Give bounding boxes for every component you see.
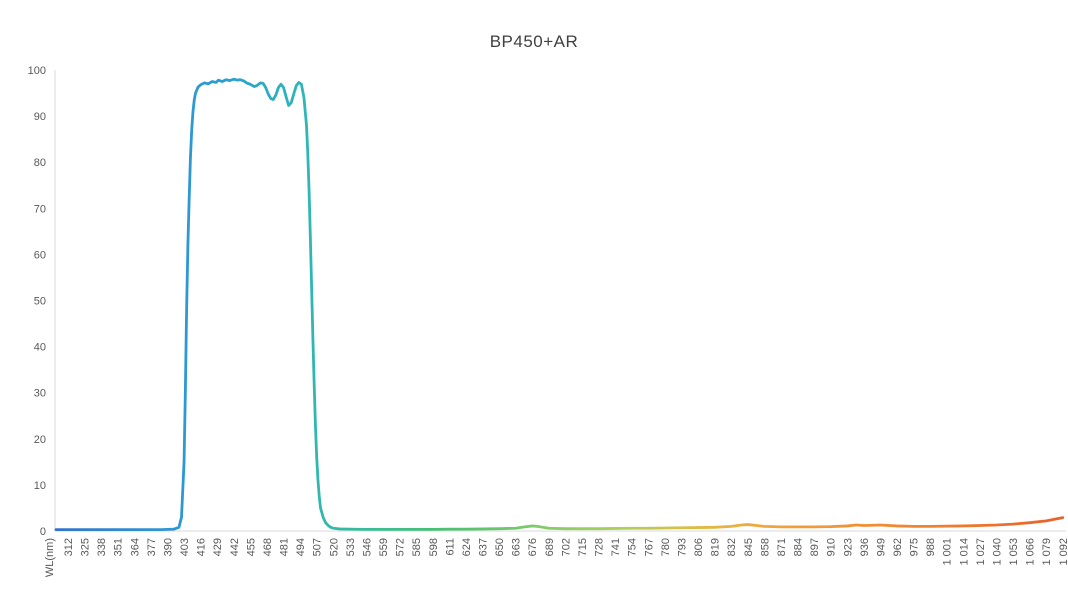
x-axis-tick-label: 910 [826, 538, 838, 556]
x-axis-tick-label: 858 [759, 538, 771, 556]
x-axis-tick-label: 377 [146, 538, 158, 556]
x-axis-tick-label: 416 [196, 538, 208, 556]
x-axis-tick-label: 897 [809, 538, 821, 556]
y-axis-tick-label: 30 [34, 388, 46, 400]
x-axis-tick-label: 1 066 [1025, 538, 1037, 566]
x-axis-tick-label: 1 001 [942, 538, 954, 566]
x-axis-tick-label: 884 [793, 538, 805, 556]
x-axis-tick-label: 598 [428, 538, 440, 556]
x-axis-tick-label: 442 [229, 538, 241, 556]
x-axis-tick-label: 637 [478, 538, 490, 556]
x-axis-tick-label: 1 027 [975, 538, 987, 566]
x-axis-tick-label: 455 [245, 538, 257, 556]
x-axis-tick-label: 806 [693, 538, 705, 556]
x-axis-tick-label: 793 [676, 538, 688, 556]
x-axis-tick-label: 507 [312, 538, 324, 556]
x-axis-tick-label: 312 [63, 538, 75, 556]
x-axis-tick-label: 351 [113, 538, 125, 556]
x-axis-tick-label: 624 [461, 538, 473, 556]
x-axis-tick-label: 364 [129, 538, 141, 556]
x-axis-tick-label: 533 [345, 538, 357, 556]
x-axis-tick-label: 1 092 [1058, 538, 1068, 566]
y-axis-tick-label: 50 [34, 296, 46, 308]
y-axis-tick-label: 0 [40, 526, 46, 538]
x-axis-tick-label: 572 [395, 538, 407, 556]
x-axis-tick-label: 728 [594, 538, 606, 556]
x-axis-tick-label: 611 [444, 538, 456, 556]
x-axis-tick-label: 390 [162, 538, 174, 556]
x-axis-tick-label: 676 [527, 538, 539, 556]
x-axis-tick-label: 468 [262, 538, 274, 556]
x-axis-tick-label: 871 [776, 538, 788, 556]
y-axis-tick-label: 60 [34, 249, 46, 261]
x-axis-tick-label: 325 [80, 538, 92, 556]
y-axis-tick-label: 100 [28, 65, 46, 77]
y-axis-tick-label: 40 [34, 342, 46, 354]
y-axis-tick-label: 80 [34, 157, 46, 169]
x-axis-tick-label: 1 079 [1041, 538, 1053, 566]
x-axis-tick-label: 429 [212, 538, 224, 556]
y-axis-tick-label: 20 [34, 434, 46, 446]
x-axis-tick-label: 949 [875, 538, 887, 556]
x-axis-tick-label: 338 [96, 538, 108, 556]
x-axis-tick-label: 559 [378, 538, 390, 556]
y-axis-tick-label: 10 [34, 480, 46, 492]
x-axis-tick-label: 585 [411, 538, 423, 556]
x-axis-tick-label: 1 014 [958, 538, 970, 566]
y-axis-tick-label: 70 [34, 203, 46, 215]
x-axis-tick-label: 702 [560, 538, 572, 556]
x-axis-tick-label: 715 [577, 538, 589, 556]
x-axis-tick-label: 975 [909, 538, 921, 556]
series-line-bp450ar [54, 77, 1065, 532]
x-axis-tick-label: 936 [859, 538, 871, 556]
x-axis-tick-label: 962 [892, 538, 904, 556]
x-axis-tick-label: 767 [643, 538, 655, 556]
x-axis-tick-label: 923 [842, 538, 854, 556]
x-axis-tick-label: 819 [710, 538, 722, 556]
x-axis-tick-label: 403 [179, 538, 191, 556]
x-axis-tick-label: 1 040 [991, 538, 1003, 566]
x-axis-tick-label: 988 [925, 538, 937, 556]
x-axis-title: WL(nm) [44, 538, 56, 577]
y-axis-tick-label: 90 [34, 111, 46, 123]
x-axis-tick-label: 1 053 [1008, 538, 1020, 566]
chart-title: BP450+AR [489, 32, 579, 51]
x-axis-tick-label: 546 [361, 538, 373, 556]
x-axis-tick-label: 481 [279, 538, 291, 556]
x-axis-tick-label: 663 [511, 538, 523, 556]
x-axis-tick-label: 494 [295, 538, 307, 556]
x-axis-tick-label: 845 [743, 538, 755, 556]
x-axis-tick-label: 741 [610, 538, 622, 556]
x-axis-tick-label: 754 [627, 538, 639, 556]
x-axis-tick-label: 650 [494, 538, 506, 556]
x-axis-tick-label: 689 [544, 538, 556, 556]
x-axis-tick-label: 520 [328, 538, 340, 556]
x-axis-tick-label: 832 [726, 538, 738, 556]
x-axis-tick-label: 780 [660, 538, 672, 556]
